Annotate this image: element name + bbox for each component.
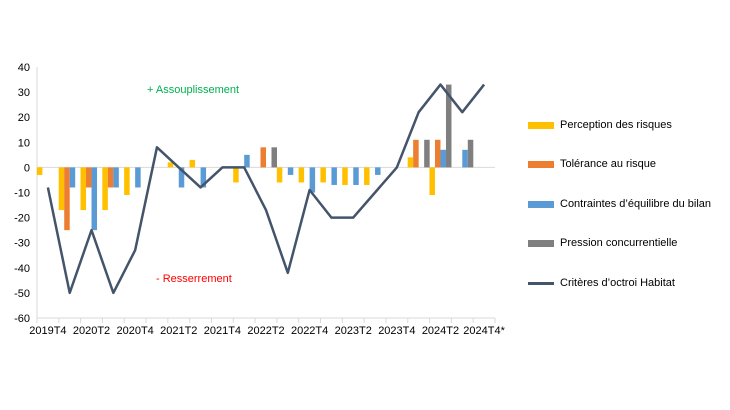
bar <box>462 149 468 168</box>
y-tick-label: 0 <box>24 162 30 174</box>
bar <box>271 147 277 168</box>
bar <box>440 149 446 168</box>
bar <box>309 167 316 193</box>
annotation-easing: + Assouplissement <box>137 82 250 98</box>
legend-item-tolerance: Tolérance au risque <box>528 155 656 173</box>
bar <box>364 167 370 185</box>
bar <box>113 167 119 188</box>
bar <box>102 167 108 211</box>
y-tick-label: 20 <box>18 112 30 124</box>
y-tick-label: -30 <box>14 238 30 250</box>
x-tick-label: 2024T2 <box>422 325 459 337</box>
y-tick-labels: -60 -50 -40 -30 -20 -10 0 10 20 30 40 <box>14 62 30 325</box>
bar <box>124 167 130 196</box>
bar <box>429 167 435 196</box>
bar <box>91 167 98 231</box>
x-tick-label: 2020T4 <box>116 325 153 337</box>
bar <box>167 162 174 168</box>
y-tick-label: 40 <box>18 62 30 74</box>
bar <box>36 167 43 175</box>
legend-label: Pression concurrentielle <box>560 237 678 249</box>
y-tick-label: 30 <box>18 87 30 99</box>
bar <box>445 84 452 168</box>
legend-label: Critères d’octroi Habitat <box>560 277 675 289</box>
bar <box>80 167 87 211</box>
bar <box>178 167 185 188</box>
y-tick-label: 10 <box>18 137 30 149</box>
bar <box>135 167 141 188</box>
y-tick-label: -50 <box>14 288 30 300</box>
bar <box>58 167 65 211</box>
bar <box>424 139 430 168</box>
bar <box>276 167 283 183</box>
x-tick-label: 2022T2 <box>247 325 284 337</box>
bar <box>244 154 250 168</box>
bar <box>260 147 266 168</box>
criteres-line <box>46 83 486 295</box>
legend-item-contraintes: Contraintes d’équilibre du bilan <box>528 195 711 213</box>
y-tick-label: -10 <box>14 188 30 200</box>
x-tick-label: 2024T4* <box>463 325 505 337</box>
bar <box>434 139 441 168</box>
x-tick-label: 2020T2 <box>73 325 110 337</box>
bar <box>64 167 70 231</box>
bars <box>36 84 474 231</box>
y-tick-label: -60 <box>14 313 30 325</box>
bar <box>107 167 114 188</box>
legend-label: Perception des risques <box>560 119 672 131</box>
bar <box>331 167 337 185</box>
legend-item-pression: Pression concurrentielle <box>528 234 677 252</box>
x-tick-label: 2021T2 <box>160 325 197 337</box>
bar <box>298 167 305 183</box>
legend-item-perception: Perception des risques <box>528 116 672 134</box>
x-tick-label: 2021T4 <box>204 325 241 337</box>
bar <box>353 167 359 185</box>
x-tick-label: 2023T2 <box>335 325 372 337</box>
legend-swatch <box>528 281 554 285</box>
bar <box>342 167 348 185</box>
legend-item-criteres: Critères d’octroi Habitat <box>528 274 675 292</box>
legend-swatch <box>528 239 554 247</box>
y-tick-label: -20 <box>14 213 30 225</box>
x-tick-labels: 2019T4 2020T2 2020T4 2021T2 2021T4 2022T2 2022… <box>29 325 505 337</box>
legend-swatch <box>528 160 554 168</box>
legend-label: Contraintes d’équilibre du bilan <box>560 198 712 210</box>
bar <box>200 167 207 188</box>
y-tick-label: -40 <box>14 263 30 275</box>
x-tick-label: 2022T4 <box>291 325 328 337</box>
bar <box>320 167 326 183</box>
annotation-tightening: - Resserrement <box>146 271 242 287</box>
x-tick-label: 2023T4 <box>378 325 415 337</box>
bar <box>407 157 414 168</box>
bar <box>233 167 239 183</box>
bar <box>467 139 474 168</box>
bar <box>375 167 381 175</box>
bar <box>69 167 76 188</box>
x-tick-label: 2019T4 <box>29 325 66 337</box>
bar <box>189 159 196 168</box>
legend-swatch <box>528 200 554 208</box>
bar <box>413 139 419 168</box>
bar <box>86 167 92 188</box>
legend-swatch <box>528 121 554 129</box>
line-series <box>46 83 486 295</box>
legend-label: Tolérance au risque <box>560 158 657 170</box>
bar <box>287 167 294 175</box>
